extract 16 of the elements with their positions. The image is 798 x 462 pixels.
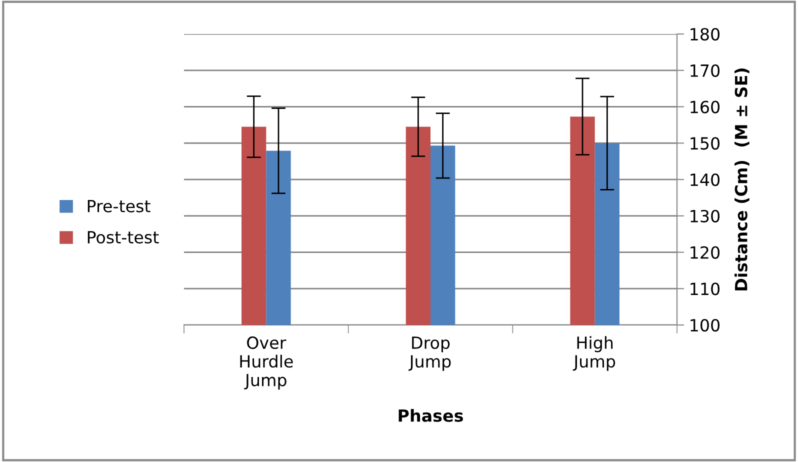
y-tick-label: 120 (690, 246, 720, 259)
y-tick-label: 160 (690, 100, 720, 114)
x-tick-label: Over Hurdle Jump (240, 336, 293, 390)
y-tick-label: 130 (690, 210, 720, 222)
y-tick-label: 150 (690, 137, 720, 150)
y-axis-title: Distance (Cm) (M ± SE) (734, 68, 750, 290)
y-tick-label: 170 (690, 64, 720, 77)
y-tick-label: 100 (690, 318, 720, 332)
x-tick-label: High Jump (572, 336, 616, 371)
x-tick-label: Drop Jump (408, 336, 451, 371)
y-tick-label: 140 (690, 173, 720, 186)
x-axis-title: Phases (398, 409, 463, 422)
legend-label: Post-test (88, 231, 159, 244)
legend-label: Pre-test (88, 200, 150, 212)
y-tick-label: 110 (690, 282, 720, 296)
y-tick-label: 180 (690, 28, 720, 41)
